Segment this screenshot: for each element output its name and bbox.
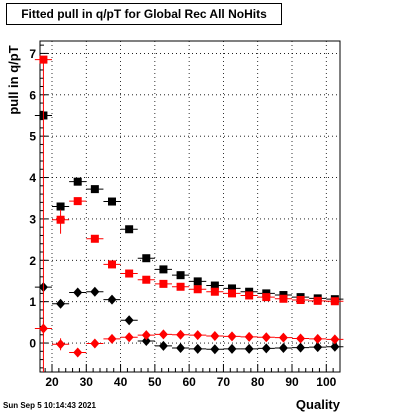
diamond-point <box>141 330 151 341</box>
square-point <box>313 296 322 305</box>
diamond-point <box>56 298 66 309</box>
square-point <box>56 202 65 211</box>
diamond-point <box>261 343 271 354</box>
diamond-point <box>107 294 117 305</box>
diamond-point <box>296 342 306 353</box>
diamond-point <box>176 343 186 354</box>
diamond-point <box>158 329 168 340</box>
square-point <box>228 284 236 293</box>
square-point <box>262 293 271 302</box>
datestamp: Sun Sep 5 10:14:43 2021 <box>3 401 96 410</box>
square-point <box>108 260 116 269</box>
diamond-point <box>124 332 134 343</box>
square-point <box>330 297 339 306</box>
x-tick-label: 40 <box>114 375 128 389</box>
square-point <box>73 177 82 186</box>
square-point <box>125 269 134 278</box>
square-point <box>159 265 168 274</box>
square-point <box>210 281 219 290</box>
diamond-point <box>210 344 220 355</box>
diamond-point <box>261 332 271 343</box>
y-tick-label: 6 <box>29 88 36 102</box>
diamond-point <box>244 331 254 342</box>
y-tick-label: 1 <box>29 295 36 309</box>
square-point <box>228 289 236 298</box>
square-point <box>90 234 99 243</box>
diamond-point <box>330 334 340 345</box>
diamond-point <box>278 332 288 343</box>
x-tick-label: 60 <box>182 375 196 389</box>
diamond-point <box>193 330 203 341</box>
square-point <box>159 279 168 288</box>
x-tick-label: 30 <box>80 375 94 389</box>
y-tick-label: 7 <box>29 47 36 61</box>
square-point <box>176 271 185 280</box>
plot-frame <box>39 40 341 373</box>
diamond-point <box>330 341 340 352</box>
diamond-point <box>107 333 117 344</box>
diamond-point <box>90 286 100 297</box>
x-tick-label: 100 <box>316 375 336 389</box>
diamond-point <box>227 331 237 342</box>
diamond-point <box>313 342 323 353</box>
x-tick-label: 50 <box>148 375 162 389</box>
y-tick-label: 5 <box>29 130 36 144</box>
y-axis-label: pull in q/pT <box>6 45 21 115</box>
diamond-point <box>73 287 83 298</box>
y-tick-label: 2 <box>29 254 36 268</box>
square-point <box>142 254 151 263</box>
y-tick-label: 0 <box>29 337 36 351</box>
diamond-point <box>244 343 254 354</box>
square-point <box>296 296 305 305</box>
chart-title: Fitted pull in q/pT for Global Rec All N… <box>6 3 282 25</box>
square-point <box>279 294 288 303</box>
square-point <box>73 197 82 206</box>
diamond-point <box>193 343 203 354</box>
diamond-point <box>227 343 237 354</box>
diamond-point <box>278 343 288 354</box>
square-point <box>90 185 99 194</box>
diamond-point <box>141 335 151 346</box>
x-axis-label: Quality <box>295 397 340 412</box>
diamond-point <box>176 329 186 340</box>
square-point <box>125 225 134 234</box>
x-tick-label: 20 <box>45 375 59 389</box>
y-tick-label: 3 <box>29 212 36 226</box>
x-tick-label: 70 <box>217 375 231 389</box>
diamond-point <box>90 338 100 349</box>
x-tick-label: 80 <box>251 375 265 389</box>
y-tick-label: 4 <box>29 171 36 185</box>
diamond-point <box>73 347 83 358</box>
square-point <box>108 197 116 206</box>
square-point <box>193 277 202 286</box>
square-point <box>176 282 185 291</box>
diamond-point <box>124 315 134 326</box>
square-point <box>142 275 151 284</box>
square-point <box>193 285 202 294</box>
diamond-point <box>210 331 220 342</box>
diamond-point <box>158 340 168 351</box>
x-tick-label: 90 <box>285 375 299 389</box>
square-point <box>210 287 219 296</box>
diamond-point <box>296 333 306 344</box>
diamond-point <box>313 333 323 344</box>
square-point <box>245 291 254 300</box>
